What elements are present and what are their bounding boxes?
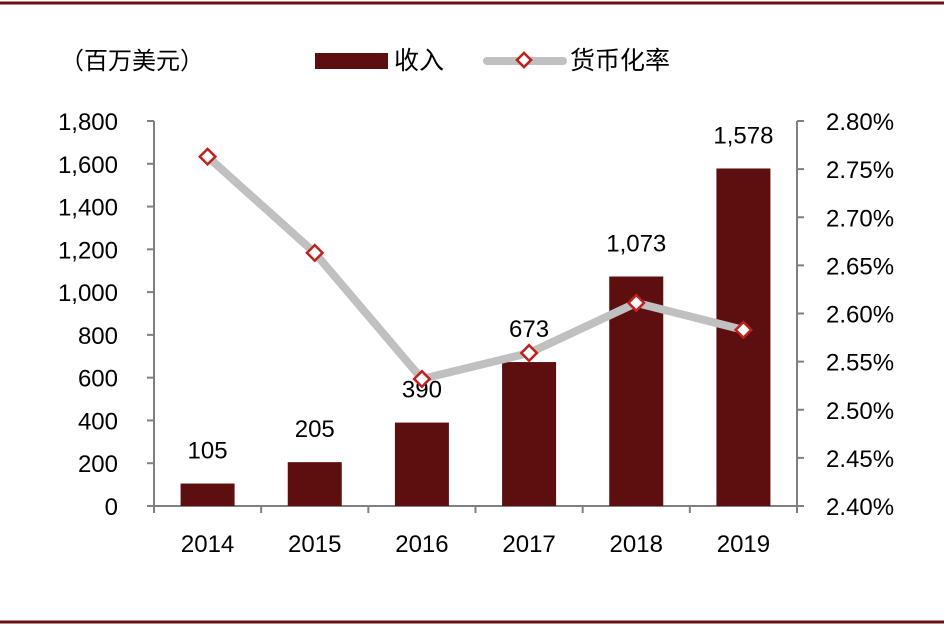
revenue-bar [287, 462, 342, 506]
monetization-point [305, 243, 325, 263]
right-tick-label: 2.65% [826, 253, 894, 280]
revenue-data-label: 205 [295, 416, 335, 443]
monetization-line [203, 152, 748, 383]
revenue-bar [180, 483, 235, 506]
left-tick-label: 0 [105, 494, 118, 521]
monetization-point [198, 147, 218, 167]
right-tick-label: 2.50% [826, 398, 894, 425]
revenue-bar [502, 362, 557, 506]
x-tick-label: 2019 [717, 531, 770, 558]
right-tick-label: 2.40% [826, 494, 894, 521]
revenue-bars [180, 168, 771, 506]
monetization-point [519, 343, 539, 363]
x-tick-label: 2018 [610, 531, 663, 558]
legend-monetization-label: 货币化率 [570, 46, 670, 75]
left-tick-label: 200 [78, 451, 118, 478]
left-tick-label: 1,600 [58, 152, 118, 179]
left-tick-label: 400 [78, 408, 118, 435]
revenue-bar [394, 422, 449, 506]
right-tick-label: 2.70% [826, 205, 894, 232]
left-tick-label: 600 [78, 366, 118, 393]
unit-label: （百万美元） [60, 47, 204, 75]
revenue-data-label: 105 [188, 438, 228, 465]
monetization-point [733, 320, 753, 340]
revenue-data-label: 673 [509, 316, 549, 343]
x-tick-label: 2015 [288, 531, 341, 558]
x-tick-label: 2017 [502, 531, 555, 558]
x-tick-label: 2014 [181, 531, 234, 558]
monetization-point [412, 369, 432, 389]
x-tick-label: 2016 [395, 531, 448, 558]
right-tick-label: 2.45% [826, 446, 894, 473]
legend-bar-swatch [315, 53, 388, 69]
revenue-data-label: 1,073 [606, 230, 666, 257]
right-tick-label: 2.60% [826, 302, 894, 329]
revenue-data-label: 1,578 [713, 122, 773, 149]
legend-revenue-label: 收入 [394, 46, 444, 75]
left-axis-ticks: 0 200 400 600 800 1,000 1,200 1,400 1,600 1,800 [58, 109, 154, 521]
left-tick-label: 800 [78, 323, 118, 350]
left-tick-label: 1,200 [58, 237, 118, 264]
right-axis-ticks: 2.40% 2.45% 2.50% 2.55% 2.60% 2.65% 2.70% 2.75%… [797, 109, 894, 521]
left-tick-label: 1,000 [58, 280, 118, 307]
x-axis-ticks: 2014 2015 2016 2017 2018 2019 [153, 506, 798, 558]
right-tick-label: 2.75% [826, 157, 894, 184]
right-tick-label: 2.55% [826, 350, 894, 377]
monetization-point [626, 293, 646, 313]
left-tick-label: 1,400 [58, 195, 118, 222]
legend: 收入 货币化率 [315, 46, 670, 75]
monetization-line-series [198, 147, 753, 389]
legend-marker-swatch [515, 51, 533, 69]
right-tick-label: 2.80% [826, 109, 894, 136]
left-tick-label: 1,800 [58, 109, 118, 136]
